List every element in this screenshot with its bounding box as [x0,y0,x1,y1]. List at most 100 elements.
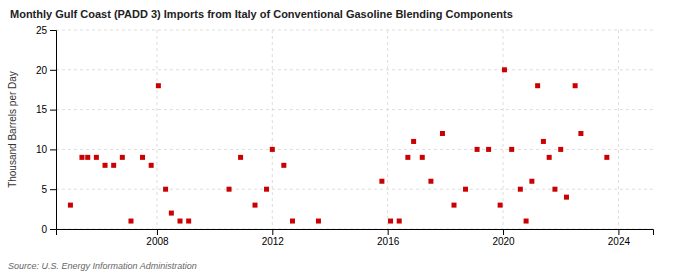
point [502,67,507,72]
grid-line [56,149,653,150]
point [440,131,445,136]
point [411,139,416,144]
y-axis-tick-label: 15 [36,104,48,115]
point [156,83,161,88]
y-axis-tick: 5 [41,184,56,195]
x-axis-tick-mark [272,229,273,235]
point [120,155,125,160]
chart: 2008 2012 2016 2020 2024 0 5 10 15 20 25 Monthly Gu… [0,0,675,275]
point [535,83,540,88]
point [111,163,116,168]
point [281,163,286,168]
y-axis-tick: 10 [36,144,56,155]
y-axis-tick-mark [50,149,56,150]
point [79,155,84,160]
point [128,219,133,224]
point [227,187,232,192]
x-axis-tick: 2024 [608,229,631,247]
grid-line [56,109,653,110]
grid-line [272,30,273,229]
point [238,155,243,160]
point [578,131,583,136]
point [573,83,578,88]
point [452,203,457,208]
x-axis-tick: 2020 [492,229,515,247]
x-axis-tick-label: 2024 [608,236,631,247]
point [103,163,108,168]
point [529,179,534,184]
y-axis-tick: 20 [36,65,56,76]
y-axis-title: Thousand Barrels per Day [7,71,18,188]
point [420,155,425,160]
point [405,155,410,160]
y-axis-tick-label: 10 [36,144,48,155]
point [169,211,174,216]
grid-line [503,30,504,229]
x-axis-tick-label: 2008 [146,236,169,247]
grid-line [56,30,653,31]
point [163,187,168,192]
y-axis-tick-label: 25 [36,25,48,36]
point [564,195,569,200]
point [552,187,557,192]
point [140,155,145,160]
point [498,203,503,208]
point [604,155,609,160]
point [264,187,269,192]
x-axis-tick: 2016 [377,229,400,247]
points [68,67,609,223]
point [290,219,295,224]
point [397,219,402,224]
point [428,179,433,184]
y-axis-tick-mark [50,110,56,111]
point [518,187,523,192]
plot-area: 2008 2012 2016 2020 2024 0 5 10 15 20 25 [36,25,654,247]
y-axis-tick-mark [50,189,56,190]
point [388,219,393,224]
y-axis-tick-label: 5 [41,184,47,195]
point [486,147,491,152]
x-axis-tick: 2008 [146,229,169,247]
grid-line [387,30,388,229]
x-axis-tick-label: 2012 [262,236,285,247]
point [85,155,90,160]
point [316,219,321,224]
x-axis-tick-mark [157,229,158,235]
point [541,139,546,144]
point [524,219,529,224]
grid [56,30,653,229]
y-axis-tick-mark [50,70,56,71]
y-axis-tick: 0 [41,224,56,235]
x-axis-tick-mark [388,229,389,235]
x-axis: 2008 2012 2016 2020 2024 [57,229,654,247]
x-axis-tick-mark [618,229,619,235]
x-axis-line [57,230,654,236]
y-axis-tick-label: 0 [41,224,47,235]
point [558,147,563,152]
point [68,203,73,208]
y-axis-tick-mark [50,30,56,31]
y-axis-tick: 15 [36,104,56,115]
x-axis-tick: 2012 [262,229,285,247]
x-axis-tick-mark [503,229,504,235]
point [178,219,183,224]
y-axis-tick: 25 [36,25,56,36]
point [547,155,552,160]
y-axis-line [50,31,57,230]
grid-line [156,30,157,229]
x-axis-tick-label: 2020 [492,236,515,247]
grid-line [56,189,653,190]
y-axis: 0 5 10 15 20 25 [36,25,57,235]
y-axis-tick-mark [50,229,56,230]
grid-line [56,69,653,70]
grid-line [618,30,619,229]
x-axis-tick-label: 2016 [377,236,400,247]
point [463,187,468,192]
y-axis-tick-label: 20 [36,65,48,76]
point [186,219,191,224]
point [253,203,258,208]
point [270,147,275,152]
title: Monthly Gulf Coast (PADD 3) Imports from… [10,8,513,20]
point [94,155,99,160]
point [509,147,514,152]
